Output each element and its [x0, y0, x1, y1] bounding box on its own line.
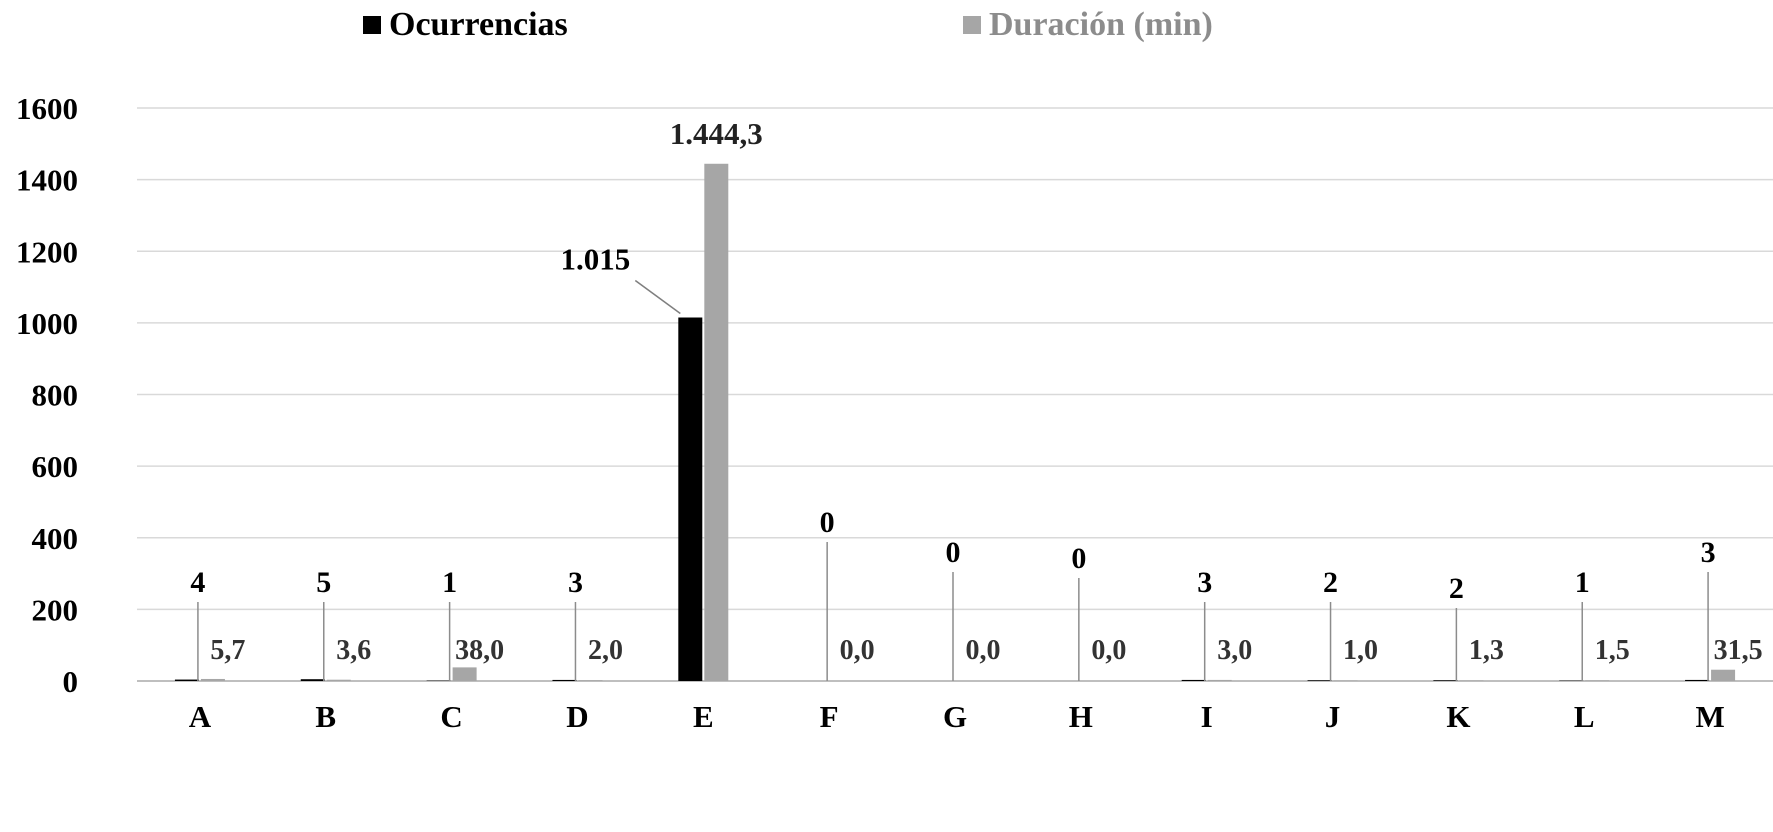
data-label-duracion: 5,7 — [210, 635, 245, 666]
x-tick-label: E — [693, 699, 714, 734]
x-tick-label: L — [1574, 699, 1595, 734]
x-tick-label: M — [1695, 699, 1724, 734]
bar-duracion-i — [1208, 680, 1232, 681]
y-tick-label: 600 — [32, 449, 79, 484]
legend-item-ocurrencias: Ocurrencias — [363, 6, 568, 44]
legend-label-ocurrencias: Ocurrencias — [389, 6, 568, 44]
data-label-ocurrencias: 1 — [1575, 566, 1590, 599]
data-label-duracion: 1,5 — [1595, 635, 1630, 666]
data-label-duracion: 0,0 — [966, 635, 1001, 666]
y-tick-label: 400 — [32, 521, 79, 556]
data-label-duracion: 1.444,3 — [670, 116, 763, 151]
y-tick-label: 1400 — [16, 163, 78, 198]
data-label-duracion: 3,6 — [336, 635, 371, 666]
data-label-duracion: 1,0 — [1343, 635, 1378, 666]
x-tick-label: G — [943, 699, 967, 734]
bar-duracion-b — [327, 680, 351, 681]
x-tick-label: F — [820, 699, 839, 734]
bar-duracion-l — [1585, 680, 1609, 681]
x-tick-label: D — [566, 699, 588, 734]
bar-ocurrencias-b — [301, 679, 325, 681]
y-tick-label: 1000 — [16, 306, 78, 341]
x-tick-label: A — [189, 699, 212, 734]
data-label-duracion: 38,0 — [455, 635, 504, 666]
data-label-duracion: 2,0 — [588, 635, 623, 666]
data-label-ocurrencias: 2 — [1323, 566, 1338, 599]
legend-label-duracion: Duración (min) — [989, 6, 1213, 44]
y-tick-label: 1200 — [16, 234, 78, 269]
legend-swatch-duracion — [963, 16, 981, 34]
x-tick-label: J — [1325, 699, 1341, 734]
data-label-duracion: 31,5 — [1714, 635, 1763, 666]
x-tick-label: C — [440, 699, 462, 734]
bar-ocurrencias-a — [175, 680, 199, 681]
bar-duracion-c — [453, 667, 477, 681]
x-tick-label: K — [1446, 699, 1470, 734]
data-label-ocurrencias: 4 — [190, 566, 205, 599]
x-tick-label: I — [1201, 699, 1213, 734]
bar-duracion-e — [704, 164, 728, 681]
legend: Ocurrencias Duración (min) — [0, 6, 1773, 54]
data-label-ocurrencias: 3 — [1701, 536, 1716, 569]
data-label-duracion: 0,0 — [840, 635, 875, 666]
data-label-ocurrencias: 0 — [820, 506, 835, 539]
bar-ocurrencias-j — [1308, 680, 1332, 681]
y-tick-label: 800 — [32, 378, 79, 413]
data-label-duracion: 0,0 — [1091, 635, 1126, 666]
data-label-ocurrencias: 5 — [316, 566, 331, 599]
y-tick-label: 200 — [32, 592, 79, 627]
bar-ocurrencias-i — [1182, 680, 1206, 681]
y-tick-label: 0 — [63, 664, 79, 699]
bar-duracion-d — [578, 680, 602, 681]
y-tick-label: 1600 — [16, 91, 78, 126]
data-label-duracion: 3,0 — [1217, 635, 1252, 666]
bar-ocurrencias-k — [1433, 680, 1457, 681]
bar-ocurrencias-m — [1685, 680, 1709, 681]
data-label-ocurrencias: 1.015 — [561, 242, 631, 277]
data-label-ocurrencias: 3 — [1197, 566, 1212, 599]
data-label-ocurrencias: 3 — [568, 566, 583, 599]
bar-duracion-a — [201, 679, 225, 681]
data-label-leader — [635, 281, 680, 314]
data-label-ocurrencias: 1 — [442, 566, 457, 599]
bar-ocurrencias-d — [552, 680, 576, 681]
data-label-duracion: 1,3 — [1469, 635, 1504, 666]
data-label-ocurrencias: 0 — [946, 536, 961, 569]
x-tick-label: H — [1069, 699, 1093, 734]
data-label-ocurrencias: 0 — [1071, 542, 1086, 575]
x-tick-label: B — [315, 699, 336, 734]
legend-item-duracion: Duración (min) — [963, 6, 1213, 44]
legend-swatch-ocurrencias — [363, 16, 381, 34]
data-label-ocurrencias: 2 — [1449, 572, 1464, 605]
bar-ocurrencias-e — [678, 318, 702, 681]
bar-duracion-m — [1711, 670, 1735, 681]
